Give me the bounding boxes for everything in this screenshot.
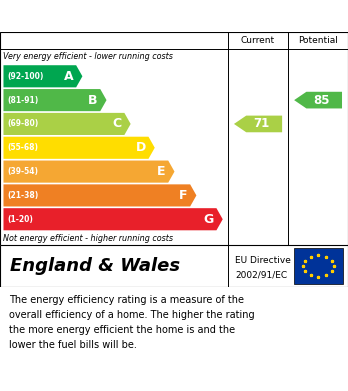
Text: 2002/91/EC: 2002/91/EC — [235, 271, 287, 280]
Text: F: F — [179, 189, 187, 202]
Text: Not energy efficient - higher running costs: Not energy efficient - higher running co… — [3, 233, 174, 242]
Polygon shape — [3, 184, 196, 206]
Text: 85: 85 — [313, 93, 330, 107]
Polygon shape — [3, 208, 223, 230]
Text: (39-54): (39-54) — [8, 167, 39, 176]
Text: 71: 71 — [253, 117, 270, 131]
Text: (81-91): (81-91) — [8, 96, 39, 105]
Text: (69-80): (69-80) — [8, 119, 39, 128]
Text: E: E — [157, 165, 165, 178]
Text: D: D — [135, 141, 146, 154]
Text: The energy efficiency rating is a measure of the
overall efficiency of a home. T: The energy efficiency rating is a measur… — [9, 295, 254, 350]
Text: Very energy efficient - lower running costs: Very energy efficient - lower running co… — [3, 52, 173, 61]
Polygon shape — [3, 161, 174, 183]
Polygon shape — [3, 137, 155, 159]
Text: Energy Efficiency Rating: Energy Efficiency Rating — [69, 9, 279, 23]
Text: (92-100): (92-100) — [8, 72, 44, 81]
Text: B: B — [88, 93, 97, 107]
Polygon shape — [3, 89, 106, 111]
Polygon shape — [234, 116, 282, 132]
Polygon shape — [3, 113, 130, 135]
Text: A: A — [64, 70, 73, 83]
Text: EU Directive: EU Directive — [235, 256, 291, 265]
Text: England & Wales: England & Wales — [10, 257, 181, 275]
Text: (55-68): (55-68) — [8, 143, 39, 152]
Text: (1-20): (1-20) — [8, 215, 33, 224]
Text: (21-38): (21-38) — [8, 191, 39, 200]
Polygon shape — [3, 65, 82, 87]
Text: C: C — [112, 117, 121, 131]
Text: Current: Current — [241, 36, 275, 45]
Polygon shape — [294, 92, 342, 108]
Bar — [294, 248, 343, 283]
Text: Potential: Potential — [298, 36, 338, 45]
Text: G: G — [204, 213, 214, 226]
